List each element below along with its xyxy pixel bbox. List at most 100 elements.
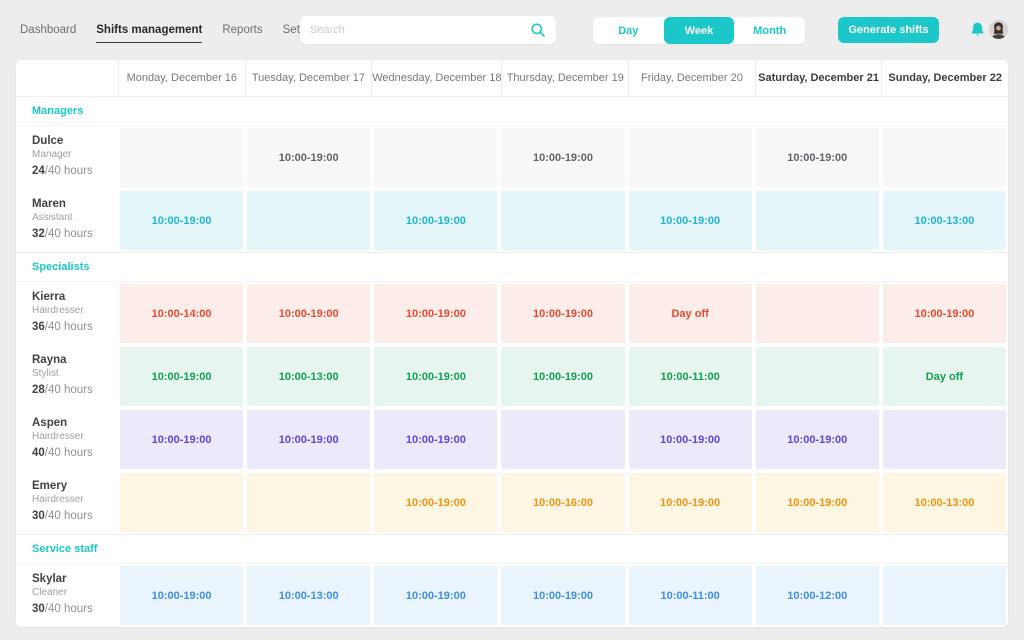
shift-cell[interactable]: 10:00-19:00: [247, 128, 371, 187]
employee-name: Rayna: [32, 354, 67, 366]
day-header-friday: Friday, December 20: [628, 60, 755, 96]
generate-shifts-button[interactable]: Generate shifts: [838, 17, 939, 43]
shift-cell[interactable]: 10:00-19:00: [120, 410, 244, 469]
employee-role: Cleaner: [32, 587, 68, 598]
shift-cell[interactable]: 10:00-11:00: [628, 566, 752, 625]
shift-cell[interactable]: 10:00-19:00: [120, 191, 244, 250]
group-label: Service staff: [32, 543, 98, 555]
day-header-sunday: Sunday, December 22: [881, 60, 1008, 96]
employee-name: Skylar: [32, 573, 67, 585]
employee-info: Aspen Hairdresser 40/40 hours: [16, 408, 118, 471]
group-row-service-staff: Service staff: [16, 534, 1008, 564]
shift-cell[interactable]: 10:00-19:00: [374, 347, 498, 406]
shift-cell[interactable]: 10:00-13:00: [247, 347, 371, 406]
employee-role: Manager: [32, 149, 72, 160]
view-toggle-day[interactable]: Day: [618, 24, 639, 37]
shift-cell[interactable]: [374, 128, 498, 187]
shift-cell[interactable]: 10:00-19:00: [374, 473, 498, 532]
employee-name: Maren: [32, 198, 66, 210]
search-icon: [531, 23, 545, 37]
shift-cell[interactable]: 10:00-19:00: [628, 410, 752, 469]
shift-cell[interactable]: 10:00-13:00: [882, 473, 1006, 532]
employee-hours: 28/40 hours: [32, 384, 93, 396]
shift-cell[interactable]: [882, 566, 1006, 625]
bell-icon[interactable]: [969, 21, 986, 39]
employee-hours: 24/40 hours: [32, 165, 93, 177]
group-row-managers: Managers: [16, 96, 1008, 126]
shift-cell[interactable]: 10:00-19:00: [120, 566, 244, 625]
day-header-monday: Monday, December 16: [118, 60, 245, 96]
shift-cell[interactable]: 10:00-19:00: [120, 347, 244, 406]
employee-role: Hairdresser: [32, 494, 84, 505]
employee-role: Hairdresser: [32, 431, 84, 442]
shift-cell[interactable]: [120, 473, 244, 532]
shift-cell[interactable]: [882, 410, 1006, 469]
shift-cell[interactable]: 10:00-13:00: [247, 566, 371, 625]
employee-hours: 30/40 hours: [32, 603, 93, 615]
group-label: Managers: [32, 105, 84, 117]
employee-hours: 32/40 hours: [32, 228, 93, 240]
shift-cell[interactable]: 10:00-19:00: [374, 284, 498, 343]
avatar[interactable]: [989, 20, 1008, 39]
shift-cell[interactable]: 10:00-12:00: [755, 566, 879, 625]
nav-item-shifts-management[interactable]: Shifts management: [96, 24, 203, 43]
employee-row-rayna: Rayna Stylist 28/40 hours 10:00-19:00 10:00-…: [16, 345, 1008, 408]
shift-cell[interactable]: 10:00-11:00: [628, 347, 752, 406]
view-toggle-week[interactable]: Week: [663, 17, 735, 44]
shift-cell[interactable]: 10:00-19:00: [374, 191, 498, 250]
shift-cell[interactable]: [755, 347, 879, 406]
day-header-wednesday: Wednesday, December 18: [371, 60, 501, 96]
nav-item-reports[interactable]: Reports: [222, 24, 263, 36]
employee-hours: 36/40 hours: [32, 321, 93, 333]
shift-cell[interactable]: 10:00-19:00: [501, 347, 625, 406]
shift-cell[interactable]: 10:00-19:00: [501, 566, 625, 625]
shift-cell[interactable]: [120, 128, 244, 187]
shift-cell[interactable]: 10:00-13:00: [882, 191, 1006, 250]
shift-cell[interactable]: 10:00-19:00: [755, 473, 879, 532]
shift-cell[interactable]: 10:00-19:00: [247, 284, 371, 343]
shift-cell[interactable]: Day off: [628, 284, 752, 343]
view-toggle: Day Week Month: [593, 17, 805, 44]
shift-cell[interactable]: 10:00-19:00: [501, 284, 625, 343]
employee-row-skylar: Skylar Cleaner 30/40 hours 10:00-19:00 10:00…: [16, 564, 1008, 627]
shift-cell[interactable]: [755, 191, 879, 250]
shift-cell[interactable]: [628, 128, 752, 187]
shift-cell[interactable]: 10:00-19:00: [882, 284, 1006, 343]
shift-cell[interactable]: [247, 473, 371, 532]
nav-item-dashboard[interactable]: Dashboard: [20, 24, 77, 36]
employee-name: Aspen: [32, 417, 68, 429]
employee-row-maren: Maren Assistant 32/40 hours 10:00-19:00 10:0…: [16, 189, 1008, 252]
employee-role: Hairdresser: [32, 305, 84, 316]
shift-cell[interactable]: 10:00-16:00: [501, 473, 625, 532]
shift-cell[interactable]: 10:00-19:00: [374, 566, 498, 625]
schedule-table: Monday, December 16 Tuesday, December 17 W…: [16, 60, 1008, 627]
employee-role: Stylist: [32, 368, 59, 379]
shift-cell[interactable]: Day off: [882, 347, 1006, 406]
employee-hours: 30/40 hours: [32, 510, 93, 522]
shift-cell[interactable]: 10:00-19:00: [755, 128, 879, 187]
shift-cell[interactable]: [882, 128, 1006, 187]
employee-info: Emery Hairdresser 30/40 hours: [16, 471, 118, 534]
view-toggle-month[interactable]: Month: [753, 24, 787, 37]
employee-info: Dulce Manager 24/40 hours: [16, 126, 118, 189]
employee-info: Kierra Hairdresser 36/40 hours: [16, 282, 118, 345]
shift-cell[interactable]: [501, 191, 625, 250]
shift-cell[interactable]: 10:00-19:00: [501, 128, 625, 187]
shift-cell[interactable]: 10:00-19:00: [628, 191, 752, 250]
shift-cell[interactable]: [247, 191, 371, 250]
shift-cell[interactable]: 10:00-19:00: [374, 410, 498, 469]
shift-cell[interactable]: [501, 410, 625, 469]
shift-cell[interactable]: [755, 284, 879, 343]
employee-row-aspen: Aspen Hairdresser 40/40 hours 10:00-19:00 10…: [16, 408, 1008, 471]
shift-cell[interactable]: 10:00-19:00: [247, 410, 371, 469]
shift-cell[interactable]: 10:00-19:00: [755, 410, 879, 469]
group-row-specialists: Specialists: [16, 252, 1008, 282]
employee-name: Kierra: [32, 291, 66, 303]
shift-cell[interactable]: 10:00-19:00: [628, 473, 752, 532]
shift-cell[interactable]: 10:00-14:00: [120, 284, 244, 343]
search-input[interactable]: [310, 24, 530, 36]
employee-role: Assistant: [32, 212, 73, 223]
table-header-row: Monday, December 16 Tuesday, December 17 W…: [16, 60, 1008, 96]
schedule-body: Managers Dulce Manager 24/40 hours 10:00-19:…: [16, 96, 1008, 627]
